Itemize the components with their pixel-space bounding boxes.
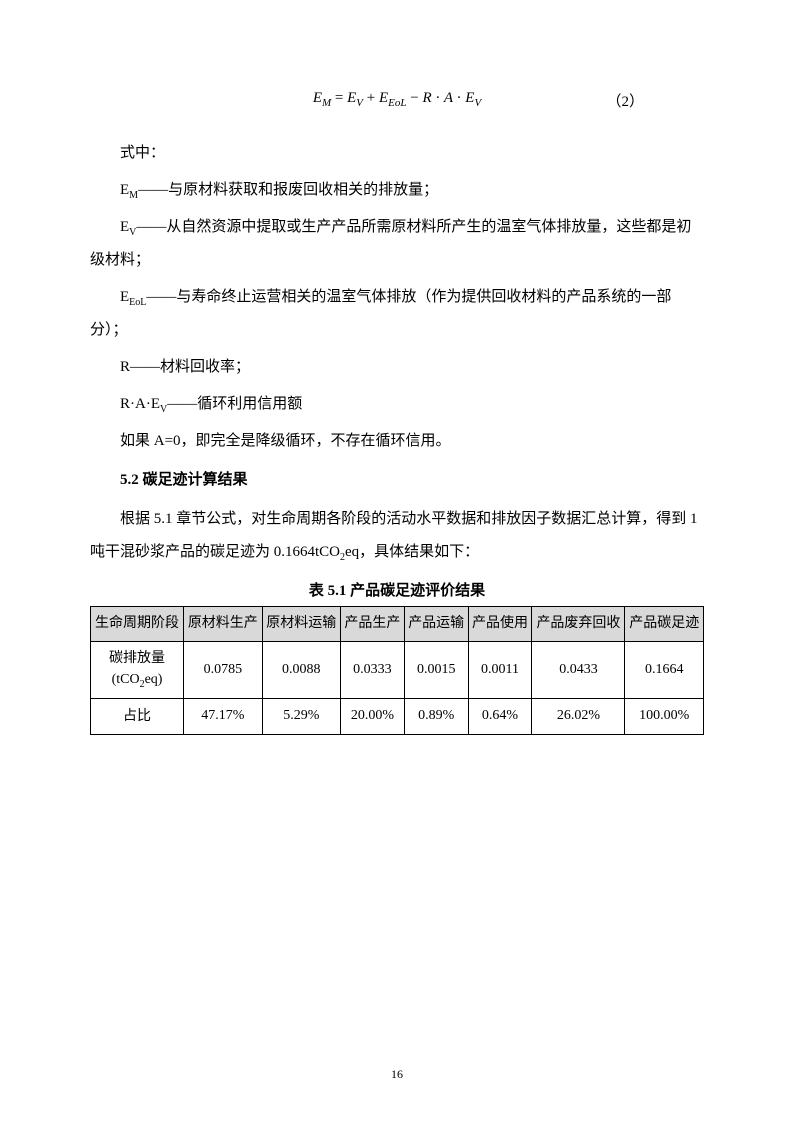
cell: 0.0333 bbox=[341, 642, 405, 699]
row-label: 占比 bbox=[91, 699, 184, 734]
cell: 47.17% bbox=[184, 699, 262, 734]
th-0: 生命周期阶段 bbox=[91, 607, 184, 642]
table-body: 碳排放量(tCO2eq)0.07850.00880.03330.00150.00… bbox=[91, 642, 704, 734]
para-em-def: EM——与原材料获取和报废回收相关的排放量； bbox=[90, 174, 704, 207]
equation-2: EM = EV + EEoL − R · A · EV （2） bbox=[90, 90, 704, 109]
cell: 26.02% bbox=[532, 699, 625, 734]
row-label: 碳排放量(tCO2eq) bbox=[91, 642, 184, 699]
cell: 100.00% bbox=[625, 699, 704, 734]
cell: 0.0088 bbox=[262, 642, 340, 699]
th-5: 产品使用 bbox=[468, 607, 532, 642]
page-number: 16 bbox=[0, 1067, 794, 1082]
cell: 0.0015 bbox=[404, 642, 468, 699]
results-table: 生命周期阶段 原材料生产 原材料运输 产品生产 产品运输 产品使用 产品废弃回收… bbox=[90, 606, 704, 735]
para-shizong: 式中： bbox=[90, 137, 704, 170]
equation-number: （2） bbox=[606, 90, 644, 111]
para-ev-def: EV——从自然资源中提取或生产产品所需原材料所产生的温室气体排放量，这些都是初级… bbox=[90, 211, 704, 277]
para-result-intro: 根据 5.1 章节公式，对生命周期各阶段的活动水平数据和排放因子数据汇总计算，得… bbox=[90, 503, 704, 569]
th-4: 产品运输 bbox=[404, 607, 468, 642]
table-header-row: 生命周期阶段 原材料生产 原材料运输 产品生产 产品运输 产品使用 产品废弃回收… bbox=[91, 607, 704, 642]
equation-body: EM = EV + EEoL − R · A · EV bbox=[313, 90, 481, 109]
th-7: 产品碳足迹 bbox=[625, 607, 704, 642]
para-r-def: R——材料回收率； bbox=[90, 351, 704, 384]
cell: 0.0785 bbox=[184, 642, 262, 699]
cell: 0.89% bbox=[404, 699, 468, 734]
cell: 0.1664 bbox=[625, 642, 704, 699]
table-caption: 表 5.1 产品碳足迹评价结果 bbox=[90, 579, 704, 600]
para-raev-def: R·A·EV——循环利用信用额 bbox=[90, 388, 704, 421]
heading-5-2: 5.2 碳足迹计算结果 bbox=[90, 464, 704, 497]
table-row: 碳排放量(tCO2eq)0.07850.00880.03330.00150.00… bbox=[91, 642, 704, 699]
th-6: 产品废弃回收 bbox=[532, 607, 625, 642]
th-1: 原材料生产 bbox=[184, 607, 262, 642]
cell: 20.00% bbox=[341, 699, 405, 734]
para-a0: 如果 A=0，即完全是降级循环，不存在循环信用。 bbox=[90, 425, 704, 458]
cell: 0.0011 bbox=[468, 642, 532, 699]
table-row: 占比47.17%5.29%20.00%0.89%0.64%26.02%100.0… bbox=[91, 699, 704, 734]
th-2: 原材料运输 bbox=[262, 607, 340, 642]
cell: 5.29% bbox=[262, 699, 340, 734]
cell: 0.0433 bbox=[532, 642, 625, 699]
th-3: 产品生产 bbox=[341, 607, 405, 642]
para-eeol-def: EEoL——与寿命终止运营相关的温室气体排放（作为提供回收材料的产品系统的一部分… bbox=[90, 281, 704, 347]
cell: 0.64% bbox=[468, 699, 532, 734]
